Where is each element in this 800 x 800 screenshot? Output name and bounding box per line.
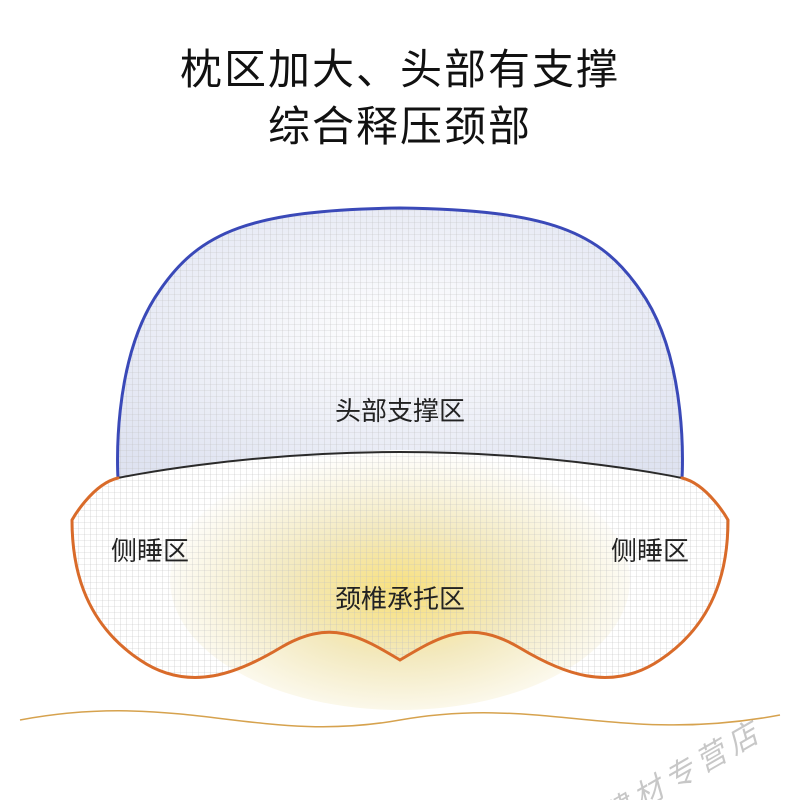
label-side-right: 侧睡区 <box>611 536 689 566</box>
stage: 枕区加大、头部有支撑 综合释压颈部 <box>0 0 800 800</box>
bottom-curve <box>20 711 780 727</box>
pillow-diagram: 头部支撑区 颈椎承托区 侧睡区 侧睡区 <box>0 0 800 800</box>
lower-zone <box>60 440 740 710</box>
label-neck-zone: 颈椎承托区 <box>335 584 465 614</box>
label-side-left: 侧睡区 <box>111 536 189 566</box>
label-head-zone: 头部支撑区 <box>335 396 465 426</box>
